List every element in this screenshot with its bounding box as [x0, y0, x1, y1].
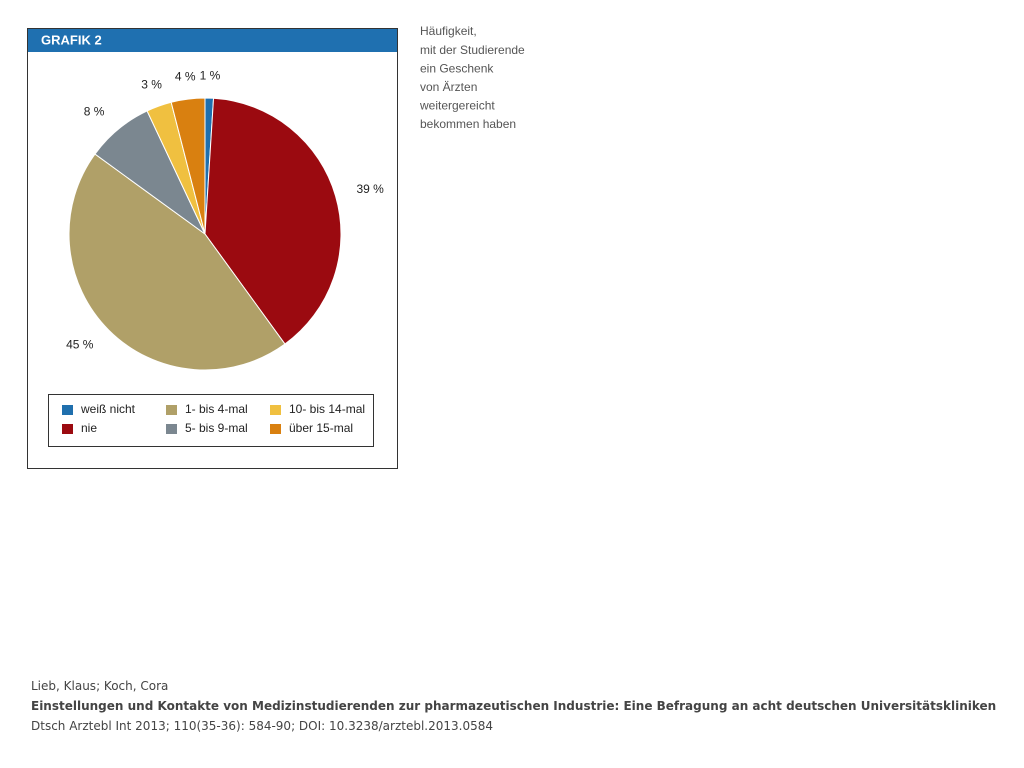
- legend-label: 10- bis 14-mal: [289, 402, 365, 416]
- data-label: 39 %: [356, 182, 384, 196]
- pie-slice: [68, 153, 286, 371]
- data-label: 1 %: [200, 68, 221, 82]
- legend-box: [48, 394, 374, 447]
- chart: GRAFIK 2 Häufigkeit, mit der Studierende e…: [27, 24, 525, 469]
- legend-swatch: [62, 405, 73, 415]
- legend-label: 1- bis 4-mal: [185, 402, 248, 416]
- legend-swatch: [166, 405, 177, 415]
- citation-authors: Lieb, Klaus; Koch, Cora: [31, 679, 169, 693]
- legend-label: 5- bis 9-mal: [185, 421, 248, 435]
- annotation: Häufigkeit,: [420, 24, 477, 38]
- pie-slice: [170, 97, 206, 235]
- legend-label: weiß nicht: [80, 402, 136, 416]
- annotation: bekommen haben: [420, 117, 516, 131]
- annotation: weitergereicht: [419, 99, 495, 113]
- legend-swatch: [270, 405, 281, 415]
- annotation: ein Geschenk: [420, 61, 494, 75]
- legend-label: nie: [81, 421, 97, 435]
- legend-label: über 15-mal: [289, 421, 353, 435]
- pie-slice: [204, 97, 342, 345]
- data-label: 4 %: [175, 70, 196, 84]
- data-label: 3 %: [141, 78, 162, 92]
- data-label: 45 %: [66, 338, 94, 352]
- annotation: von Ärzten: [420, 80, 477, 94]
- data-label: 8 %: [84, 105, 105, 119]
- citation-source: Dtsch Arztebl Int 2013; 110(35-36): 584-…: [31, 719, 494, 733]
- annotation: mit der Studierende: [420, 43, 525, 57]
- legend-swatch: [166, 424, 177, 434]
- header-bar: [28, 29, 397, 52]
- citation-title: Einstellungen und Kontakte von Medizinst…: [31, 699, 997, 713]
- legend-swatch: [270, 424, 281, 434]
- chart-title: GRAFIK 2: [41, 32, 102, 47]
- legend-swatch: [62, 424, 73, 434]
